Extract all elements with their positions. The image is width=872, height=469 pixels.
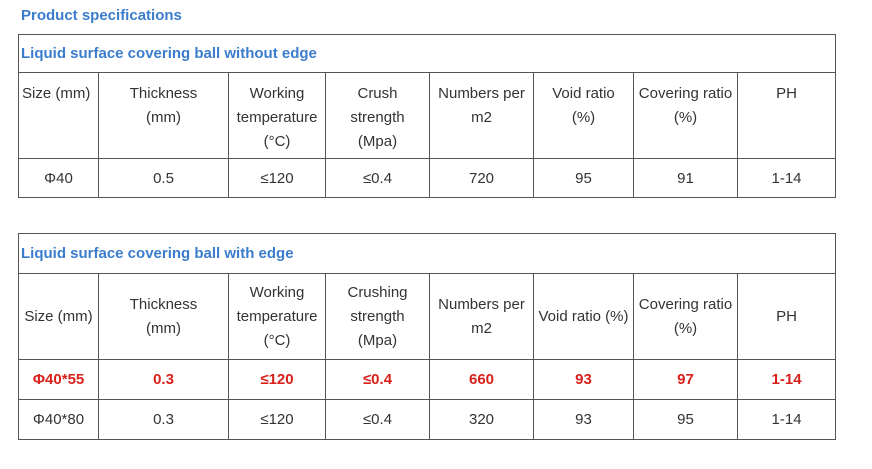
header-line: (%): [673, 109, 698, 126]
header-ph: PH: [736, 273, 837, 360]
cell-size: Φ40: [18, 158, 99, 198]
cell-thickness: 0.3: [98, 399, 229, 440]
cell-size: Φ40*80: [18, 399, 99, 440]
header-line: m2: [471, 109, 492, 126]
cell-covering-ratio: 97: [633, 359, 738, 400]
table-title: Liquid surface covering ball without edg…: [18, 34, 836, 73]
header-line: PH: [776, 85, 797, 102]
header-line: (Mpa): [357, 331, 398, 349]
header-void-ratio: Void ratio (%): [533, 72, 634, 159]
cell-numbers-per-m2: 660: [429, 359, 534, 400]
cell-size: Φ40*55: [18, 359, 99, 400]
cell-void-ratio: 93: [533, 359, 634, 400]
spec-table-with-edge: Liquid surface covering ball with edge S…: [17, 233, 837, 440]
header-line: Thickness: [129, 295, 198, 313]
header-line: Numbers per: [438, 85, 525, 102]
table-row: Φ40*80 0.3 ≤120 ≤0.4 320 93 95 1-14: [18, 399, 837, 440]
cell-void-ratio: 95: [533, 158, 634, 198]
table-row: Φ40 0.5 ≤120 ≤0.4 720 95 91 1-14: [18, 158, 836, 198]
header-line: m2: [471, 319, 492, 337]
cell-working-temperature: ≤120: [228, 158, 326, 198]
header-thickness: Thickness (mm): [98, 273, 229, 360]
header-line: Crush: [357, 85, 398, 102]
header-line: Void ratio (%): [538, 307, 629, 325]
header-crushing-strength: Crushing strength (Mpa): [325, 273, 430, 360]
header-line: (°C): [263, 133, 291, 150]
cell-ph: 1-14: [736, 359, 837, 400]
cell-numbers-per-m2: 320: [429, 399, 534, 440]
header-line: PH: [776, 307, 797, 325]
header-working-temperature: Working temperature (°C): [228, 72, 326, 159]
header-line: Working: [249, 283, 305, 301]
table-row-highlighted: Φ40*55 0.3 ≤120 ≤0.4 660 93 97 1-14: [18, 359, 837, 400]
header-numbers-per-m2: Numbers per m2: [429, 72, 534, 159]
header-line: temperature: [236, 307, 318, 325]
header-line: strength: [350, 307, 405, 325]
header-line: Covering ratio: [638, 295, 733, 313]
header-covering-ratio: Covering ratio (%): [633, 273, 738, 360]
header-working-temperature: Working temperature (°C): [228, 273, 326, 360]
header-ph: PH: [737, 72, 836, 159]
header-covering-ratio: Covering ratio (%): [633, 72, 738, 159]
header-line: Covering ratio: [638, 85, 733, 102]
header-line: Thickness: [129, 85, 198, 102]
cell-numbers-per-m2: 720: [429, 158, 534, 198]
header-line: (°C): [263, 331, 291, 349]
table-title: Liquid surface covering ball with edge: [17, 233, 837, 274]
header-line: Size (mm): [24, 307, 93, 325]
spec-table-without-edge: Liquid surface covering ball without edg…: [18, 34, 836, 198]
cell-ph: 1-14: [736, 399, 837, 440]
cell-void-ratio: 93: [533, 399, 634, 440]
header-line: Numbers per: [438, 295, 525, 313]
cell-working-temperature: ≤120: [228, 399, 326, 440]
header-line: (mm): [146, 319, 181, 337]
header-void-ratio: Void ratio (%): [533, 273, 634, 360]
cell-covering-ratio: 95: [633, 399, 738, 440]
cell-working-temperature: ≤120: [228, 359, 326, 400]
header-size: Size (mm): [18, 273, 99, 360]
header-line: strength: [350, 109, 405, 126]
header-line: (%): [571, 109, 596, 126]
header-crush-strength: Crush strength (Mpa): [325, 72, 430, 159]
header-size: Size (mm): [18, 72, 99, 159]
cell-crush-strength: ≤0.4: [325, 158, 430, 198]
cell-thickness: 0.5: [98, 158, 229, 198]
page-heading: Product specifications: [21, 7, 182, 24]
header-thickness: Thickness (mm): [98, 72, 229, 159]
header-line: (%): [673, 319, 698, 337]
cell-ph: 1-14: [737, 158, 836, 198]
header-line: (mm): [146, 109, 181, 126]
header-line: temperature: [236, 109, 318, 126]
header-numbers-per-m2: Numbers per m2: [429, 273, 534, 360]
header-line: Crushing: [347, 283, 408, 301]
header-line: (Mpa): [357, 133, 398, 150]
header-line: Size (mm): [22, 85, 91, 102]
header-line: Working: [249, 85, 305, 102]
header-row: Size (mm) Thickness (mm) Working tempera…: [18, 72, 836, 159]
header-row: Size (mm) Thickness (mm) Working tempera…: [18, 273, 837, 360]
cell-thickness: 0.3: [98, 359, 229, 400]
cell-crushing-strength: ≤0.4: [325, 359, 430, 400]
cell-crushing-strength: ≤0.4: [325, 399, 430, 440]
header-line: Void ratio: [552, 85, 615, 102]
cell-covering-ratio: 91: [633, 158, 738, 198]
